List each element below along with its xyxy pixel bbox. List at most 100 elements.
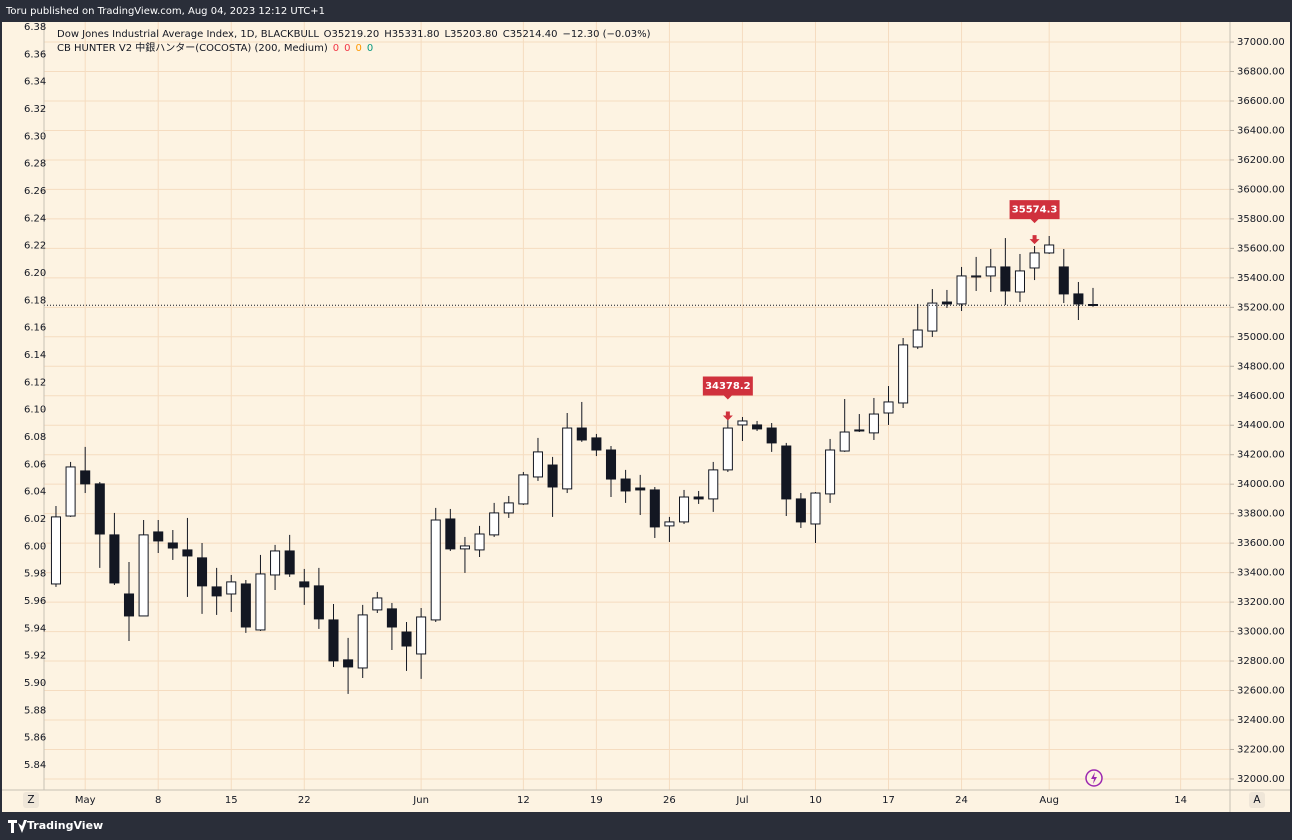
candle-body [722, 427, 733, 471]
y2-tick-label: 6.34 [24, 77, 46, 88]
candle-body [985, 266, 996, 277]
candle-body [941, 301, 952, 305]
y-tick-label: 36800.00 [1237, 67, 1285, 78]
candle-body [562, 427, 573, 490]
button-label[interactable]: A [1253, 794, 1261, 806]
candle-body [459, 545, 470, 550]
indicator-name: CB HUNTER V2 中銀ハンター(COCOSTA) (200, Mediu… [57, 41, 328, 54]
signal-box [1009, 200, 1060, 224]
y-tick-label: 35600.00 [1237, 243, 1285, 254]
candle-body [386, 608, 397, 628]
candle-body [795, 498, 806, 523]
candle-body [547, 464, 558, 488]
candle-body [1029, 252, 1040, 269]
candle-body [898, 344, 909, 404]
indicator-value: 0 [333, 43, 339, 54]
candle-body [825, 449, 836, 495]
indicator-value: 0 [344, 43, 350, 54]
legend-label: C [503, 29, 510, 40]
candle-body [693, 496, 704, 500]
x-tick-label: 10 [809, 795, 822, 806]
button-label[interactable]: Z [27, 794, 34, 806]
candle-body [708, 469, 719, 500]
candle-body [679, 496, 690, 523]
y2-tick-label: 5.90 [24, 678, 46, 689]
candle-body [766, 427, 777, 444]
candle-body [737, 420, 748, 426]
x-tick-label: 15 [225, 795, 238, 806]
candle-body [868, 413, 879, 434]
y-tick-label: 36400.00 [1237, 125, 1285, 136]
y2-tick-label: 5.96 [24, 596, 46, 607]
y-tick-label: 35000.00 [1237, 332, 1285, 343]
button[interactable] [23, 792, 39, 808]
candle-body [1000, 266, 1011, 292]
candle-body [854, 429, 865, 432]
candle-body [839, 431, 850, 452]
candle-body [65, 466, 76, 517]
candle-body [649, 489, 660, 528]
y-tick-label: 32000.00 [1237, 774, 1285, 785]
y2-tick-label: 5.86 [24, 733, 46, 744]
button[interactable] [1249, 792, 1265, 808]
x-tick-label: 12 [517, 795, 530, 806]
legend-change: −12.30 (−0.03%) [562, 29, 650, 40]
candle-body [474, 533, 485, 551]
y2-tick-label: 6.28 [24, 159, 46, 170]
legend-label: L [444, 29, 450, 40]
y-tick-label: 34800.00 [1237, 361, 1285, 372]
y-tick-label: 36200.00 [1237, 155, 1285, 166]
y-tick-label: 35800.00 [1237, 214, 1285, 225]
candle-body [1044, 244, 1055, 254]
indicator-value: 0 [355, 43, 361, 54]
y-tick-label: 32600.00 [1237, 686, 1285, 697]
legend-label: H [384, 29, 392, 40]
y-tick-label: 33200.00 [1237, 597, 1285, 608]
candle-body [1058, 266, 1069, 295]
candle-body [255, 573, 266, 631]
y2-tick-label: 5.94 [24, 623, 46, 634]
candle-body [94, 483, 105, 535]
y2-tick-label: 6.12 [24, 377, 46, 388]
legend-value: 35203.80 [450, 29, 498, 40]
x-tick-label: 24 [955, 795, 968, 806]
y2-tick-label: 6.14 [24, 350, 46, 361]
candle-body [197, 557, 208, 587]
plot: 34378.2 35574.3 [44, 200, 1230, 694]
x-tick-label: 8 [155, 795, 161, 806]
y-tick-label: 36600.00 [1237, 96, 1285, 107]
candle-body [591, 437, 602, 451]
candle-body [810, 492, 821, 525]
signal-arrow [722, 411, 733, 421]
y2-tick-label: 6.00 [24, 541, 46, 552]
x-tick-label: 19 [590, 795, 603, 806]
candle-body [605, 449, 617, 480]
candle-body [971, 275, 982, 278]
y-tick-label: 35200.00 [1237, 302, 1285, 313]
y-tick-label: 33800.00 [1237, 509, 1285, 520]
y2-tick-label: 6.18 [24, 295, 46, 306]
candle-body [343, 659, 354, 668]
y2-tick-label: 5.92 [24, 651, 46, 662]
candle-body [372, 597, 383, 611]
x-tick-label: Jun [412, 795, 429, 806]
y2-tick-label: 5.98 [24, 569, 46, 580]
signal-label: 34378.2 [705, 381, 751, 392]
y-tick-label: 33400.00 [1237, 568, 1285, 579]
y2-tick-label: 6.10 [24, 405, 46, 416]
y2-tick-label: 6.04 [24, 487, 46, 498]
y2-tick-label: 6.26 [24, 186, 46, 197]
candle-body [927, 302, 938, 332]
candle-body [299, 581, 310, 588]
candle-body [167, 542, 178, 549]
x-tick-label: 22 [298, 795, 311, 806]
x-tick-label: 26 [663, 795, 676, 806]
candle-body [883, 401, 894, 414]
y2-tick-label: 6.30 [24, 131, 46, 142]
candle-body [182, 549, 193, 557]
candle-body [357, 614, 368, 669]
y-tick-label: 34400.00 [1237, 420, 1285, 431]
candle-body [781, 445, 792, 500]
y2-tick-label: 6.36 [24, 49, 46, 60]
y-tick-label: 32400.00 [1237, 715, 1285, 726]
